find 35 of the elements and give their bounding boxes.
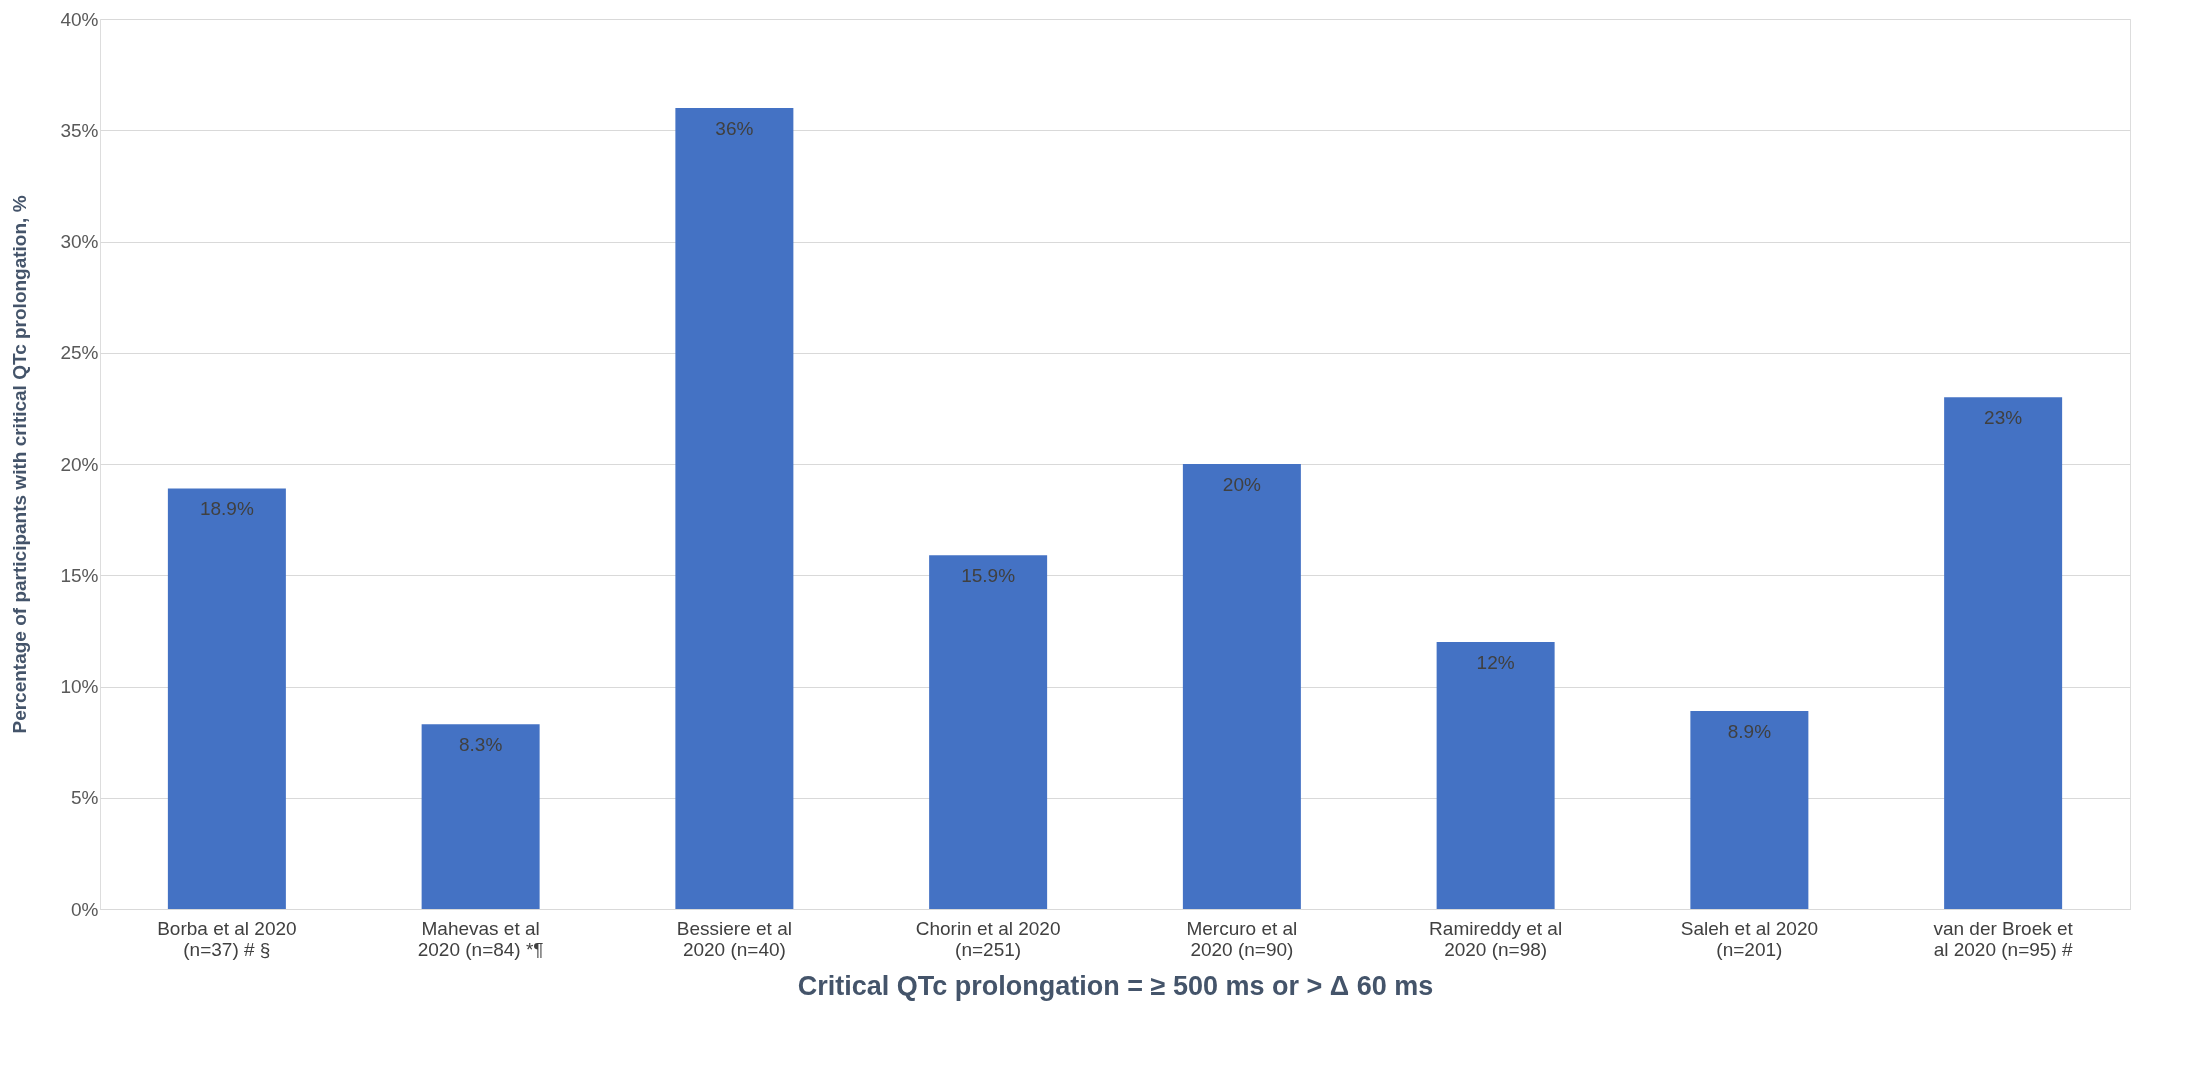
bar <box>1182 464 1301 909</box>
y-tick-label: 5% <box>71 787 99 809</box>
x-tick-label: Mercuro et al 2020 (n=90) <box>1186 917 1298 960</box>
bar <box>421 724 540 909</box>
bar <box>167 488 286 909</box>
y-tick-label: 30% <box>60 231 99 252</box>
y-tick-label: 35% <box>60 119 99 141</box>
bar <box>1944 397 2063 909</box>
x-tick-label: Borba et al 2020 (n=37) # § <box>157 917 297 960</box>
data-label: 12% <box>1476 652 1515 673</box>
x-tick-label: Mahevas et al 2020 (n=84) *¶ <box>417 917 544 960</box>
bar <box>929 555 1048 909</box>
y-tick-label: 25% <box>60 342 99 364</box>
data-label: 8.3% <box>458 734 503 756</box>
data-label: 36% <box>715 118 754 139</box>
data-label: 23% <box>1984 407 2023 429</box>
x-tick-label: Chorin et al 2020 (n=251) <box>915 917 1061 960</box>
x-tick-label: Ramireddy et al 2020 (n=98) <box>1429 917 1563 960</box>
y-tick-label: 40% <box>60 8 99 30</box>
x-axis-title: Critical QTc prolongation = ≥ 500 ms or > Δ 60 ms <box>797 970 1434 1001</box>
y-axis-title: Percentage of participants with critical QTc prolongation, % <box>9 195 31 734</box>
y-tick-label: 10% <box>60 676 99 697</box>
data-label: 20% <box>1222 474 1261 495</box>
x-tick-label: Bessiere et al 2020 (n=40) <box>676 917 792 960</box>
x-tick-label: Saleh et al 2020 (n=201) <box>1680 917 1819 960</box>
data-label: 15.9% <box>961 565 1016 587</box>
y-tick-label: 15% <box>60 564 99 586</box>
y-tick-label: 20% <box>60 453 99 475</box>
data-label: 18.9% <box>199 498 254 520</box>
bar <box>1436 642 1555 909</box>
bar <box>675 108 794 909</box>
bar <box>1690 710 1809 909</box>
data-label: 8.9% <box>1727 720 1772 742</box>
x-tick-label: van der Broek et al 2020 (n=95) # <box>1933 917 2074 960</box>
y-tick-label: 0% <box>71 898 99 920</box>
